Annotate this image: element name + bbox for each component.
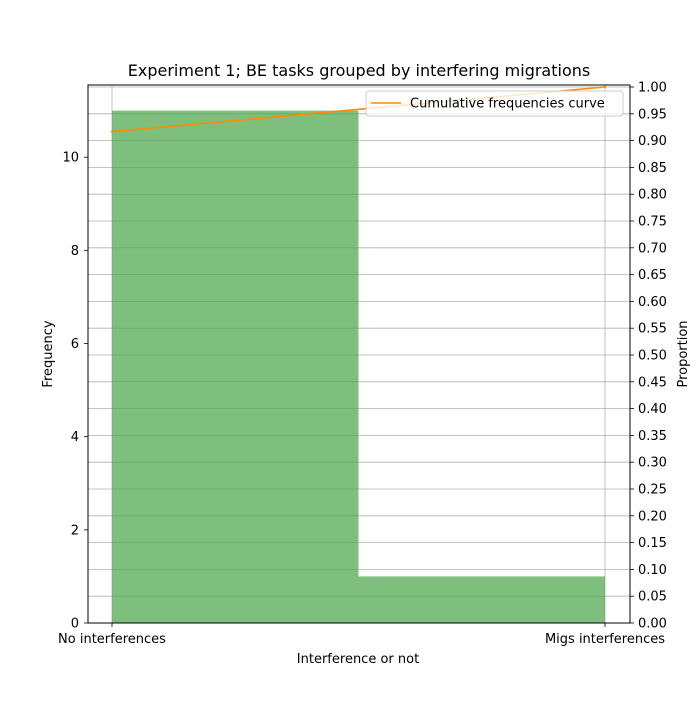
y2-axis-label: Proportion (676, 320, 691, 387)
cumulative-point-0 (110, 130, 114, 133)
chart-title: Experiment 1; BE tasks grouped by interf… (128, 61, 590, 80)
y2-tick-label-11: 0.55 (638, 322, 667, 337)
y-tick-label-5: 10 (62, 151, 79, 166)
x-axis-label: Interference or not (297, 652, 419, 667)
y2-tick-label-5: 0.25 (638, 483, 667, 498)
bar-0 (112, 110, 359, 624)
y2-tick-label-19: 0.95 (638, 107, 667, 122)
y-tick-label-1: 2 (71, 523, 79, 538)
y2-tick-label-17: 0.85 (638, 161, 667, 176)
y2-tick-label-18: 0.90 (638, 134, 667, 149)
y2-tick-label-3: 0.15 (638, 536, 667, 551)
y2-tick-label-9: 0.45 (638, 375, 667, 390)
y2-tick-label-20: 1.00 (638, 81, 667, 96)
y2-tick-label-14: 0.70 (638, 241, 667, 256)
legend: Cumulative frequencies curve (365, 90, 624, 117)
bar-1 (358, 576, 605, 623)
cumulative-point-1 (603, 85, 607, 89)
y-tick-label-2: 4 (71, 430, 79, 445)
y-tick-label-0: 0 (71, 617, 79, 632)
y2-tick-label-6: 0.30 (638, 456, 667, 471)
legend-box (365, 90, 624, 117)
x-tick-label-0: No interferences (58, 632, 166, 647)
y2-tick-label-13: 0.65 (638, 268, 667, 283)
plot-frame (87, 84, 631, 624)
y2-tick-label-7: 0.35 (638, 429, 667, 444)
y2-tick-label-10: 0.50 (638, 349, 667, 364)
y2-tick-label-1: 0.05 (638, 590, 667, 605)
y-tick-label-3: 6 (71, 337, 79, 352)
axes: 0 2 4 6 8 10 0.00 0.05 0.10 0.15 0.20 0.25 0.30 0.35 0… (58, 81, 667, 648)
legend-label: Cumulative frequencies curve (410, 97, 605, 112)
y2-tick-label-12: 0.60 (638, 295, 667, 310)
bars (112, 110, 605, 624)
y2-tick-label-16: 0.80 (638, 188, 667, 203)
y2-tick-label-4: 0.20 (638, 509, 667, 524)
y2-tick-label-8: 0.40 (638, 402, 667, 417)
y2-tick-label-0: 0.00 (638, 617, 667, 632)
x-tick-label-1: Migs interferences (545, 632, 665, 647)
y-tick-label-4: 8 (71, 244, 79, 259)
y-axis-label: Frequency (41, 320, 56, 387)
y2-tick-label-2: 0.10 (638, 563, 667, 578)
y2-tick-label-15: 0.75 (638, 215, 667, 230)
